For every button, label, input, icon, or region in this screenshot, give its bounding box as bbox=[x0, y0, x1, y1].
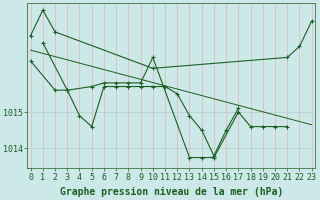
X-axis label: Graphe pression niveau de la mer (hPa): Graphe pression niveau de la mer (hPa) bbox=[60, 187, 283, 197]
